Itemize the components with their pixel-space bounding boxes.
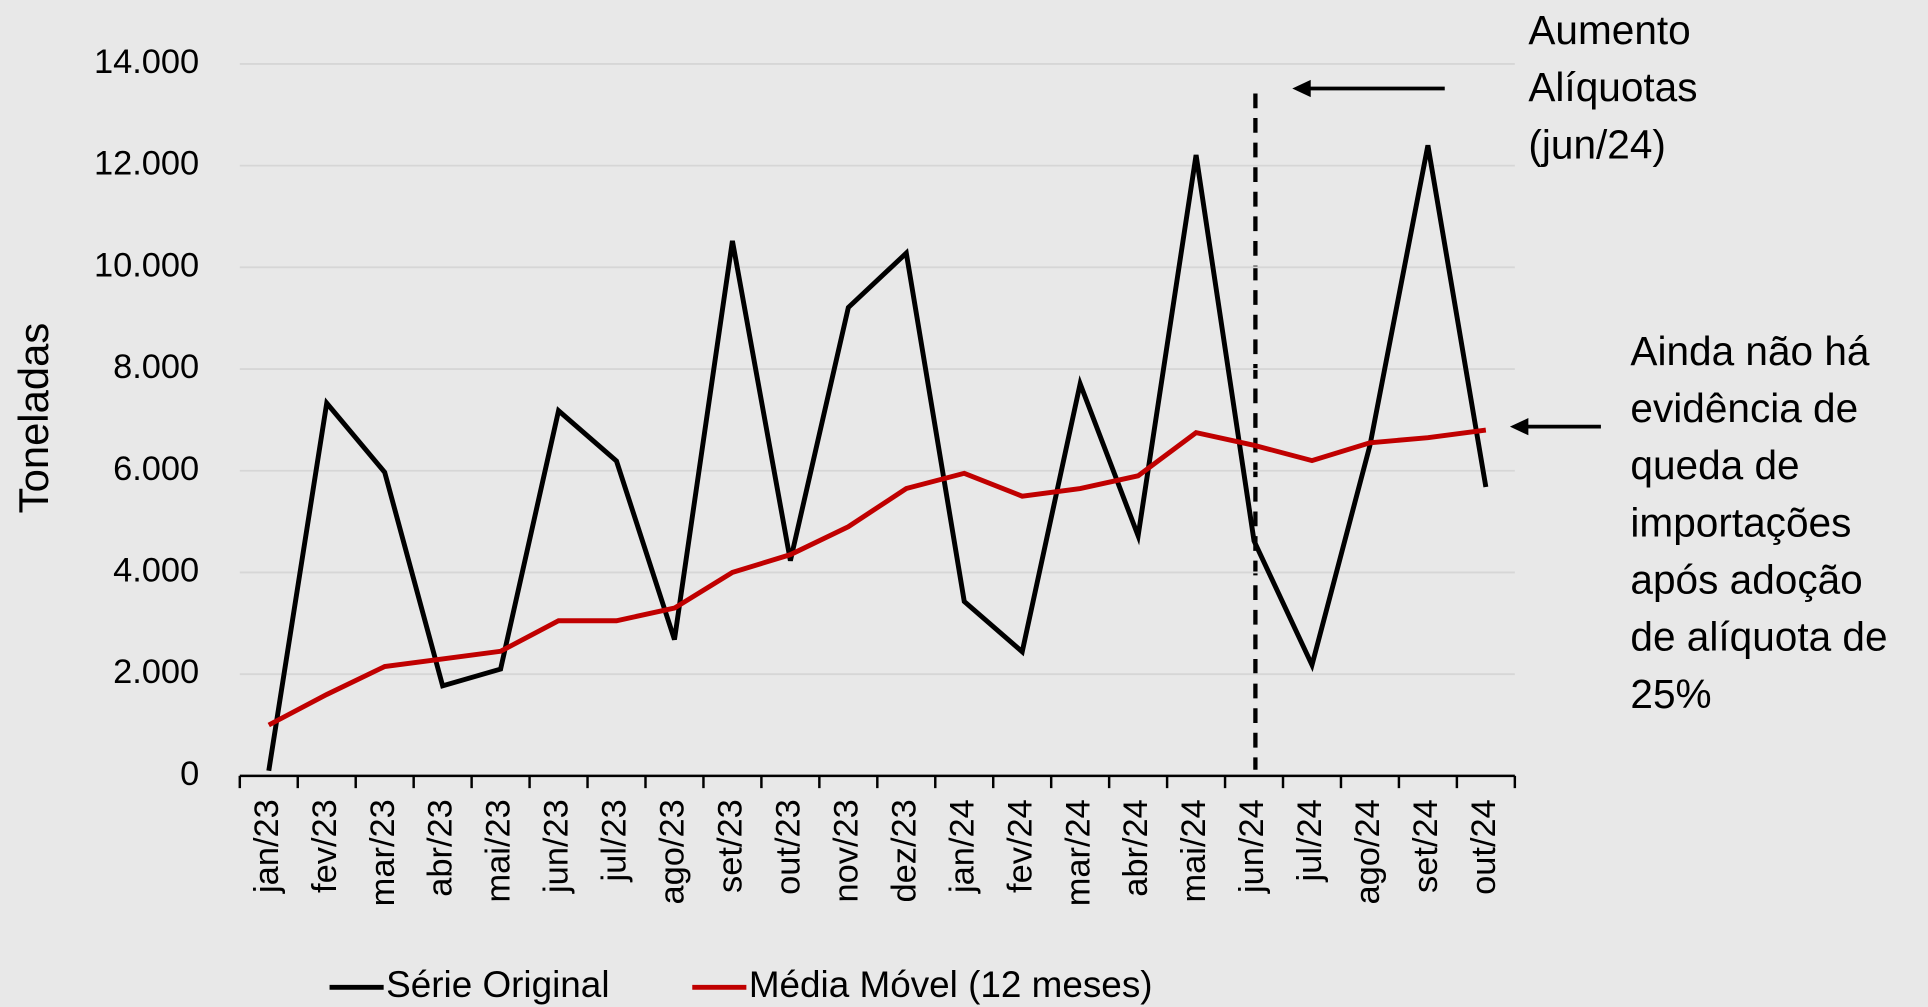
annotation: de alíquota de xyxy=(1630,614,1887,660)
arrow-head xyxy=(1292,79,1311,98)
annotation: (jun/24) xyxy=(1528,121,1666,167)
x-tick-label: mar/23 xyxy=(364,799,402,906)
y-tick-label: 4.000 xyxy=(113,552,199,590)
annotation: Ainda não há xyxy=(1630,328,1870,374)
annotation: 25% xyxy=(1630,671,1711,717)
annotation: importações xyxy=(1630,499,1851,545)
annotation: após adoção xyxy=(1630,557,1862,603)
x-tick-label: set/24 xyxy=(1407,799,1445,893)
x-tick-label: jul/24 xyxy=(1291,799,1329,882)
x-tick-label: jan/24 xyxy=(943,799,981,894)
legend-label: Série Original xyxy=(386,964,609,1005)
x-tick-label: mai/23 xyxy=(480,799,518,902)
x-tick-label: out/23 xyxy=(769,799,807,895)
x-tick-label: jun/24 xyxy=(1233,799,1271,894)
y-tick-label: 0 xyxy=(180,755,199,793)
x-tick-label: nov/23 xyxy=(827,799,865,902)
y-tick-label: 8.000 xyxy=(113,348,199,386)
y-tick-label: 10.000 xyxy=(94,246,199,284)
x-tick-label: fev/23 xyxy=(306,799,344,893)
y-tick-label: 14.000 xyxy=(94,43,199,81)
annotation: Aumento xyxy=(1528,7,1690,53)
series-line xyxy=(266,144,1489,772)
y-tick-label: 12.000 xyxy=(94,145,199,183)
x-tick-label: abr/24 xyxy=(1117,799,1155,897)
series-line xyxy=(267,427,1487,728)
x-tick-label: jul/23 xyxy=(596,799,634,882)
annotation: queda de xyxy=(1630,442,1799,488)
y-axis-label: Toneladas xyxy=(10,323,57,514)
x-tick-label: jun/23 xyxy=(538,799,576,894)
x-tick-label: mar/24 xyxy=(1059,799,1097,906)
x-tick-label: set/23 xyxy=(712,799,750,893)
x-tick-label: jan/23 xyxy=(248,799,286,894)
annotation: evidência de xyxy=(1630,385,1858,431)
y-tick-label: 6.000 xyxy=(113,450,199,488)
x-tick-label: ago/23 xyxy=(654,799,692,904)
x-tick-label: dez/23 xyxy=(885,799,923,902)
arrow-head xyxy=(1509,418,1529,436)
x-tick-label: mai/24 xyxy=(1175,799,1213,902)
x-tick-label: ago/24 xyxy=(1349,799,1387,904)
annotation: Alíquotas xyxy=(1528,64,1697,110)
x-tick-label: fev/24 xyxy=(1001,799,1039,893)
legend-label: Média Móvel (12 meses) xyxy=(749,964,1153,1005)
x-tick-label: abr/23 xyxy=(422,799,460,897)
y-tick-label: 2.000 xyxy=(113,653,199,691)
x-tick-label: out/24 xyxy=(1465,799,1503,895)
